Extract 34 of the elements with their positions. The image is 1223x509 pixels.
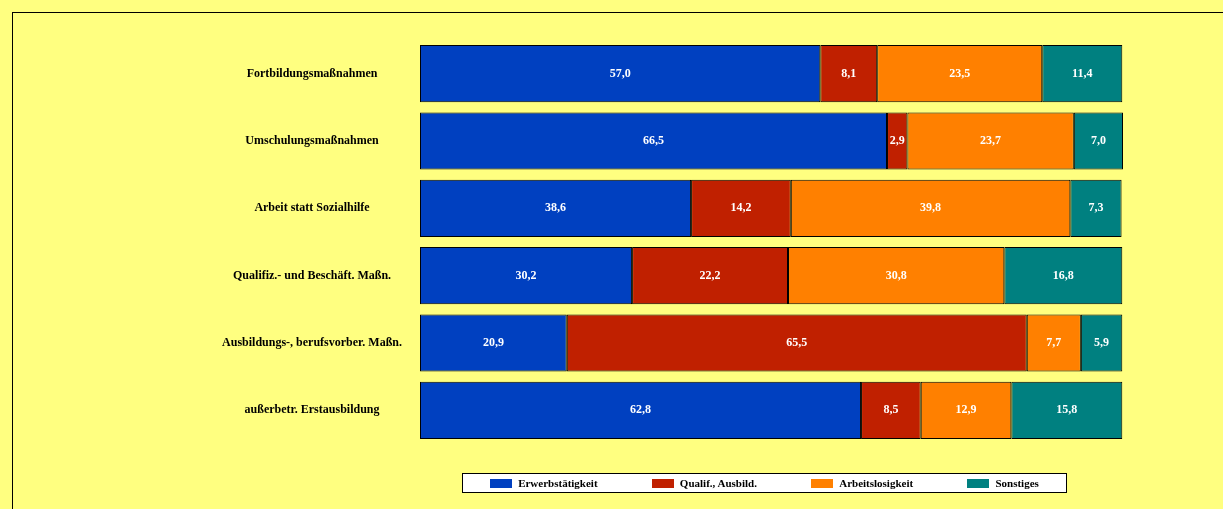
y-tick-label: Fortbildungsmaßnahmen bbox=[246, 65, 378, 80]
data-label: 30,2 bbox=[515, 267, 537, 282]
data-label: 22,2 bbox=[699, 267, 721, 282]
data-label: 7,3 bbox=[1088, 200, 1104, 215]
legend-label: Arbeitslosigkeit bbox=[839, 477, 914, 489]
data-label: 30,8 bbox=[885, 267, 907, 282]
data-label: 65,5 bbox=[786, 335, 808, 350]
data-label: 14,2 bbox=[730, 200, 752, 215]
data-label: 66,5 bbox=[643, 133, 665, 148]
y-tick-label: Umschulungsmaßnahmen bbox=[245, 133, 380, 148]
data-label: 23,5 bbox=[949, 65, 971, 80]
data-label: 2,9 bbox=[889, 133, 905, 148]
y-tick-label: Arbeit statt Sozialhilfe bbox=[254, 200, 371, 215]
y-tick-label: Ausbildungs-, berufsvorber. Maßn. bbox=[222, 335, 402, 350]
data-label: 39,8 bbox=[920, 200, 942, 215]
y-tick-label: Qualifiz.- und Beschäft. Maßn. bbox=[233, 267, 392, 282]
data-label: 5,9 bbox=[1094, 335, 1110, 350]
y-tick-label: außerbetr. Erstausbildung bbox=[244, 402, 380, 417]
data-label: 20,9 bbox=[482, 335, 504, 350]
data-label: 15,8 bbox=[1056, 402, 1078, 417]
data-label: 57,0 bbox=[609, 65, 631, 80]
legend-label: Erwerbstätigkeit bbox=[518, 477, 598, 489]
data-label: 12,9 bbox=[955, 402, 977, 417]
data-label: 38,6 bbox=[545, 200, 567, 215]
data-label: 62,8 bbox=[630, 402, 652, 417]
legend-label: Sonstiges bbox=[995, 477, 1039, 489]
legend-label: Qualif., Ausbild. bbox=[679, 477, 757, 489]
data-label: 23,7 bbox=[980, 133, 1002, 148]
data-label: 7,7 bbox=[1046, 335, 1062, 350]
data-label: 8,1 bbox=[841, 65, 857, 80]
data-label: 11,4 bbox=[1072, 65, 1093, 80]
data-label: 8,5 bbox=[883, 402, 899, 417]
data-label: 16,8 bbox=[1052, 267, 1074, 282]
data-label: 7,0 bbox=[1090, 133, 1106, 148]
